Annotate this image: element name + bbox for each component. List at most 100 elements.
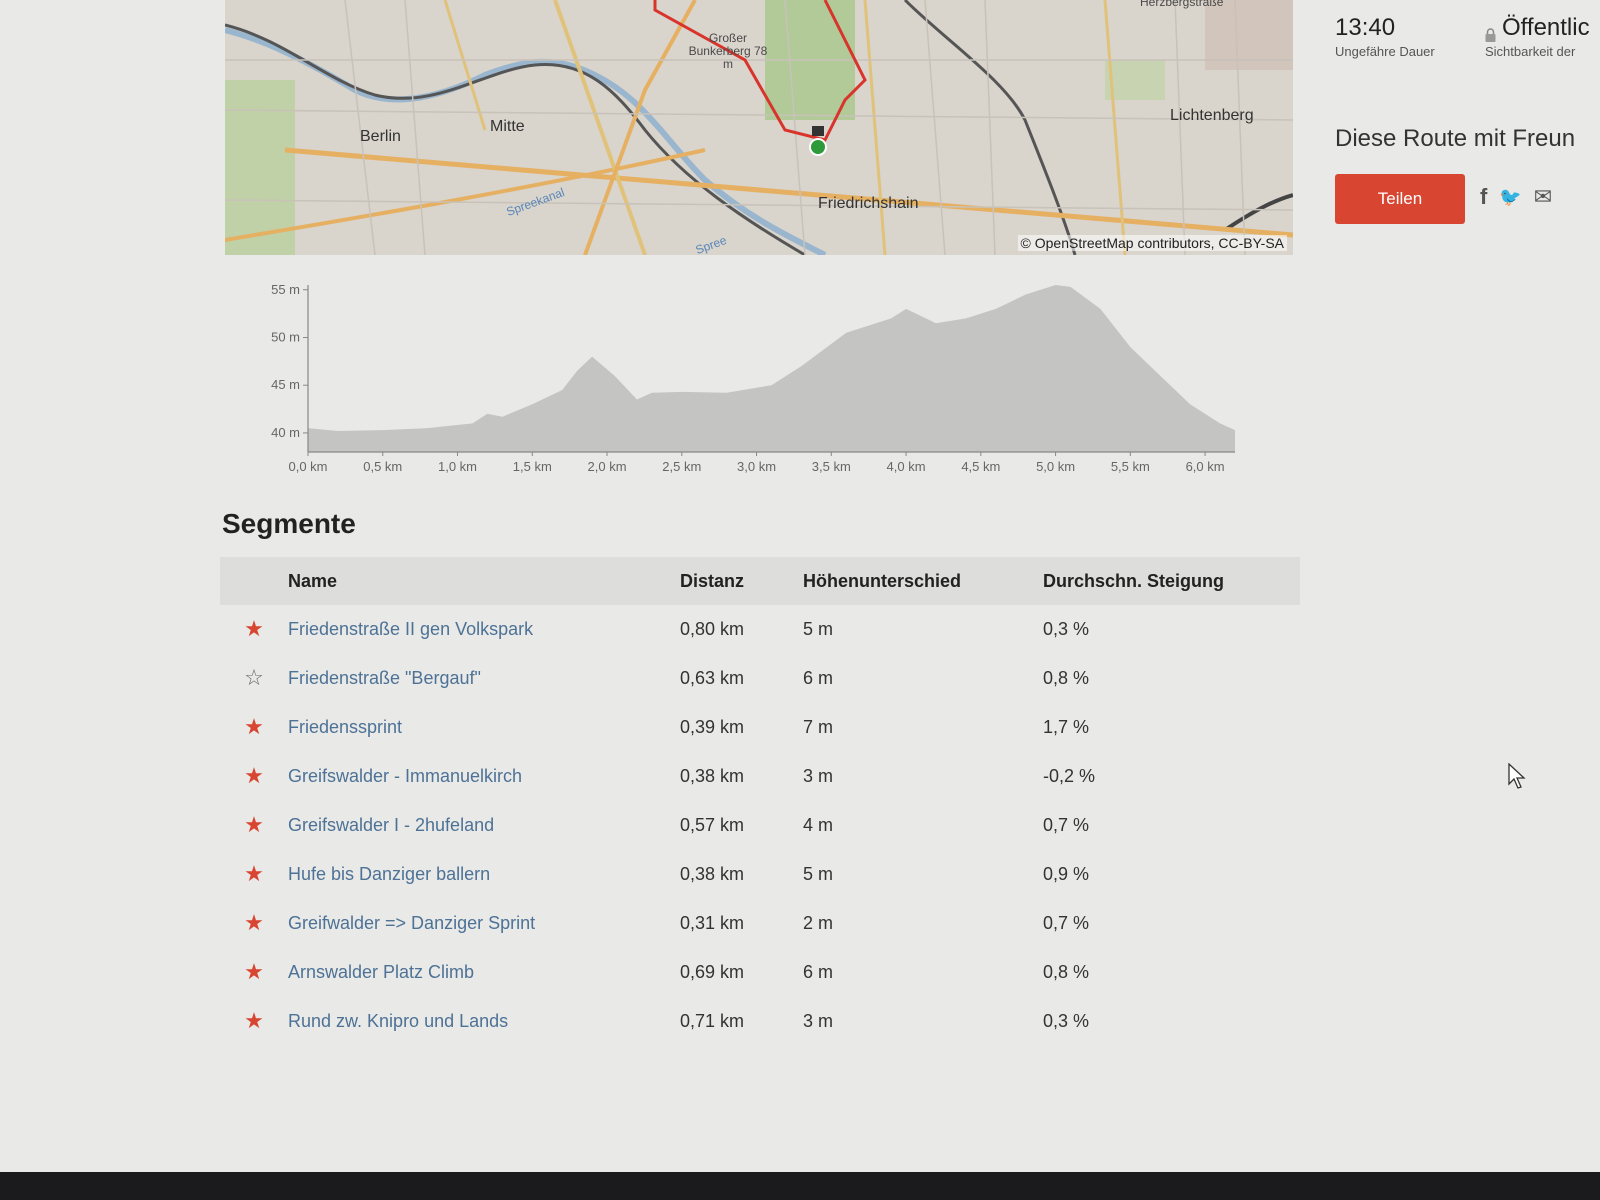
map-label-lichtenberg: Lichtenberg: [1170, 107, 1254, 124]
star-filled-icon[interactable]: ★: [244, 763, 264, 788]
taskbar: [0, 1172, 1600, 1200]
segment-link[interactable]: Friedenstraße II gen Volkspark: [288, 619, 534, 639]
segment-name-cell: Arnswalder Platz Climb: [288, 948, 680, 997]
share-button[interactable]: Teilen: [1335, 174, 1465, 224]
y-tick-label: 45 m: [271, 377, 300, 392]
segment-distance: 0,80 km: [680, 619, 745, 639]
duration-stat: 13:40 Ungefähre Dauer: [1335, 14, 1435, 59]
segment-grade: 0,8 %: [1043, 668, 1090, 688]
twitter-icon[interactable]: 🐦: [1499, 187, 1522, 207]
map-label-berlin: Berlin: [360, 128, 401, 145]
segment-link[interactable]: Friedenstraße "Bergauf": [288, 668, 481, 688]
segment-distance: 0,69 km: [680, 962, 745, 982]
map-attribution[interactable]: © OpenStreetMap contributors, CC-BY-SA: [1017, 235, 1287, 251]
route-map[interactable]: Berlin Mitte Friedrichshain Lichtenberg …: [225, 0, 1293, 255]
star-outline-icon[interactable]: ☆: [244, 665, 264, 690]
star-cell: ★: [220, 703, 288, 752]
segment-link[interactable]: Greifswalder I - 2hufeland: [288, 815, 495, 835]
star-filled-icon[interactable]: ★: [244, 1008, 264, 1033]
elevation-chart[interactable]: 40 m 45 m 50 m 55 m 0,0 km 0,5 km 1,0 km 1,5 km…: [250, 280, 1260, 495]
segment-link[interactable]: Greifwalder => Danziger Sprint: [288, 913, 536, 933]
table-row: ★ Friedenssprint 0,39 km 7 m 1,7 %: [220, 703, 1300, 752]
segment-link[interactable]: Friedenssprint: [288, 717, 403, 737]
star-filled-icon[interactable]: ★: [244, 910, 264, 935]
segment-grade: 1,7 %: [1043, 717, 1090, 737]
table-row: ★ Rund zw. Knipro und Lands 0,71 km 3 m 0,3 …: [220, 997, 1300, 1046]
map-label-friedrichshain: Friedrichshain: [818, 195, 919, 212]
table-row: ★ Hufe bis Danziger ballern 0,38 km 5 m 0,9 …: [220, 850, 1300, 899]
table-row: ★ Friedenstraße II gen Volkspark 0,80 km 5 …: [220, 605, 1300, 654]
segment-name-cell: Hufe bis Danziger ballern: [288, 850, 680, 899]
segment-link[interactable]: Greifswalder - Immanuelkirch: [288, 766, 523, 786]
segment-grade: 0,7 %: [1043, 913, 1090, 933]
segments-header-row: Name Distanz Höhenunterschied Durchschn.…: [220, 557, 1300, 605]
segment-distance: 0,38 km: [680, 864, 745, 884]
segment-grade: 0,9 %: [1043, 864, 1090, 884]
y-tick-label: 55 m: [271, 282, 300, 297]
map-canvas: [225, 0, 1293, 255]
star-cell: ★: [220, 948, 288, 997]
star-filled-icon[interactable]: ★: [244, 812, 264, 837]
segment-name-cell: Greifswalder I - 2hufeland: [288, 801, 680, 850]
segment-elevation: 2 m: [803, 913, 834, 933]
segment-grade: 0,7 %: [1043, 815, 1090, 835]
segment-grade: 0,3 %: [1043, 619, 1090, 639]
segment-grade: 0,3 %: [1043, 1011, 1090, 1031]
y-tick-label: 50 m: [271, 329, 300, 344]
segment-grade: -0,2 %: [1043, 766, 1096, 786]
column-header-elevation[interactable]: Höhenunterschied: [803, 570, 962, 591]
y-tick-label: 40 m: [271, 425, 300, 440]
star-cell: ★: [220, 752, 288, 801]
star-cell: ★: [220, 850, 288, 899]
segments-table: Name Distanz Höhenunterschied Durchschn.…: [220, 557, 1300, 1046]
mouse-cursor-icon: [1508, 762, 1526, 794]
table-row: ★ Arnswalder Platz Climb 0,69 km 6 m 0,8 %: [220, 948, 1300, 997]
segment-name-cell: Friedenstraße "Bergauf": [288, 654, 680, 703]
lock-icon: [1485, 21, 1496, 42]
segment-elevation: 6 m: [803, 668, 834, 688]
segment-elevation: 3 m: [803, 766, 834, 786]
segment-distance: 0,31 km: [680, 913, 745, 933]
table-row: ★ Greifswalder - Immanuelkirch 0,38 km 3 m -…: [220, 752, 1300, 801]
star-column-header: [220, 557, 288, 605]
segments-title: Segmente: [222, 508, 356, 539]
star-cell: ☆: [220, 654, 288, 703]
star-filled-icon[interactable]: ★: [244, 861, 264, 886]
x-tick-label: 3,5 km: [812, 459, 851, 474]
x-tick-label: 3,0 km: [737, 459, 776, 474]
star-cell: ★: [220, 899, 288, 948]
duration-label: Ungefähre Dauer: [1335, 44, 1435, 59]
star-filled-icon[interactable]: ★: [244, 616, 264, 641]
segment-elevation: 6 m: [803, 962, 834, 982]
map-label-mitte: Mitte: [490, 118, 525, 135]
x-tick-label: 4,0 km: [887, 459, 926, 474]
table-row: ★ Greifwalder => Danziger Sprint 0,31 km 2 …: [220, 899, 1300, 948]
x-tick-label: 1,0 km: [438, 459, 477, 474]
column-header-name[interactable]: Name: [288, 570, 338, 591]
email-icon[interactable]: ✉: [1533, 184, 1553, 209]
segment-grade: 0,8 %: [1043, 962, 1090, 982]
segment-name-cell: Rund zw. Knipro und Lands: [288, 997, 680, 1046]
x-tick-label: 5,5 km: [1111, 459, 1150, 474]
segment-distance: 0,63 km: [680, 668, 745, 688]
segment-name-cell: Greifwalder => Danziger Sprint: [288, 899, 680, 948]
segment-link[interactable]: Arnswalder Platz Climb: [288, 962, 475, 982]
star-filled-icon[interactable]: ★: [244, 714, 264, 739]
segment-elevation: 4 m: [803, 815, 834, 835]
star-filled-icon[interactable]: ★: [244, 959, 264, 984]
segment-distance: 0,38 km: [680, 766, 745, 786]
column-header-distance[interactable]: Distanz: [680, 570, 745, 591]
x-tick-label: 6,0 km: [1186, 459, 1225, 474]
segment-link[interactable]: Hufe bis Danziger ballern: [288, 864, 491, 884]
x-tick-label: 5,0 km: [1036, 459, 1075, 474]
visibility-value: Öffentlic: [1502, 14, 1590, 41]
column-header-grade[interactable]: Durchschn. Steigung: [1043, 570, 1225, 591]
segment-name-cell: Friedenssprint: [288, 703, 680, 752]
segment-distance: 0,71 km: [680, 1011, 745, 1031]
segment-link[interactable]: Rund zw. Knipro und Lands: [288, 1011, 509, 1031]
segments-body: ★ Friedenstraße II gen Volkspark 0,80 km 5 …: [220, 605, 1300, 1046]
segment-name-cell: Greifswalder - Immanuelkirch: [288, 752, 680, 801]
facebook-icon[interactable]: f: [1480, 184, 1488, 209]
x-tick-label: 4,5 km: [961, 459, 1000, 474]
